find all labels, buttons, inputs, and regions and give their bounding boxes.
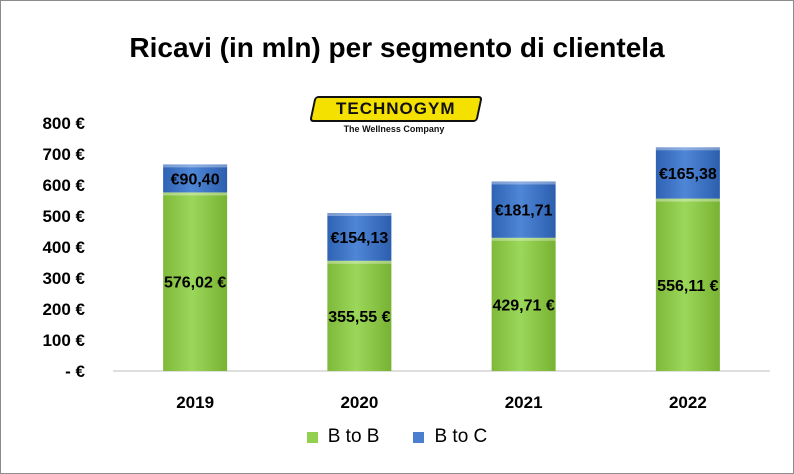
legend-swatch-b-to-c [413,431,425,443]
bar-highlight-b-to-c [491,181,556,185]
legend-item-b-to-c: B to C [413,426,487,448]
logo-tagline: The Wellness Company [343,124,445,134]
bar-b-to-b [327,260,392,371]
bar-highlight-b-to-c [655,147,720,151]
bar-b-to-b [163,192,228,371]
data-label-b-to-b: 355,55 € [328,309,390,326]
bar-b-to-c [327,212,392,261]
technogym-logo: TECHNOGYM The Wellness Company [306,94,483,138]
chart-title: Ricavi (in mln) per segmento di clientel… [129,32,665,63]
y-tick-label: 800 € [42,114,85,133]
x-tick-label: 2020 [340,393,378,412]
data-label-b-to-b: 429,71 € [492,297,554,314]
y-tick-label: 200 € [42,300,85,319]
bar-b-to-c [163,164,228,193]
x-tick-label: 2021 [505,393,543,412]
data-label-b-to-b: 556,11 € [657,278,719,295]
legend-item-b-to-b: B to B [306,426,380,448]
y-tick-label: 600 € [42,176,85,195]
y-tick-label: 300 € [42,269,85,288]
x-tick-label: 2022 [669,393,707,412]
data-label-b-to-c: €165,38 [659,166,717,183]
y-tick-label: 500 € [42,207,85,226]
y-tick-label: 100 € [42,331,85,350]
y-tick-label: - € [65,362,85,381]
bar-highlight-b-to-b [327,260,392,264]
legend-label-b-to-b: B to B [327,426,380,447]
data-label-b-to-c: €90,40 [171,171,220,188]
data-label-b-to-c: €181,71 [495,203,553,220]
data-label-b-to-c: €154,13 [330,230,388,247]
x-tick-label: 2019 [176,393,214,412]
legend: B to B B to C [0,426,794,448]
data-label-b-to-b: 576,02 € [164,275,226,292]
bar-b-to-c [491,181,556,238]
bar-highlight-b-to-c [327,212,392,216]
y-tick-label: 700 € [42,145,85,164]
bar-highlight-b-to-b [163,192,228,196]
bar-b-to-b [655,198,720,371]
bar-highlight-b-to-b [655,198,720,202]
bar-highlight-b-to-b [491,237,556,241]
legend-swatch-b-to-b [306,431,318,443]
bar-b-to-b [491,237,556,371]
bar-b-to-c [655,147,720,199]
bar-highlight-b-to-c [163,164,228,168]
y-tick-label: 400 € [42,238,85,257]
legend-label-b-to-c: B to C [434,426,488,447]
